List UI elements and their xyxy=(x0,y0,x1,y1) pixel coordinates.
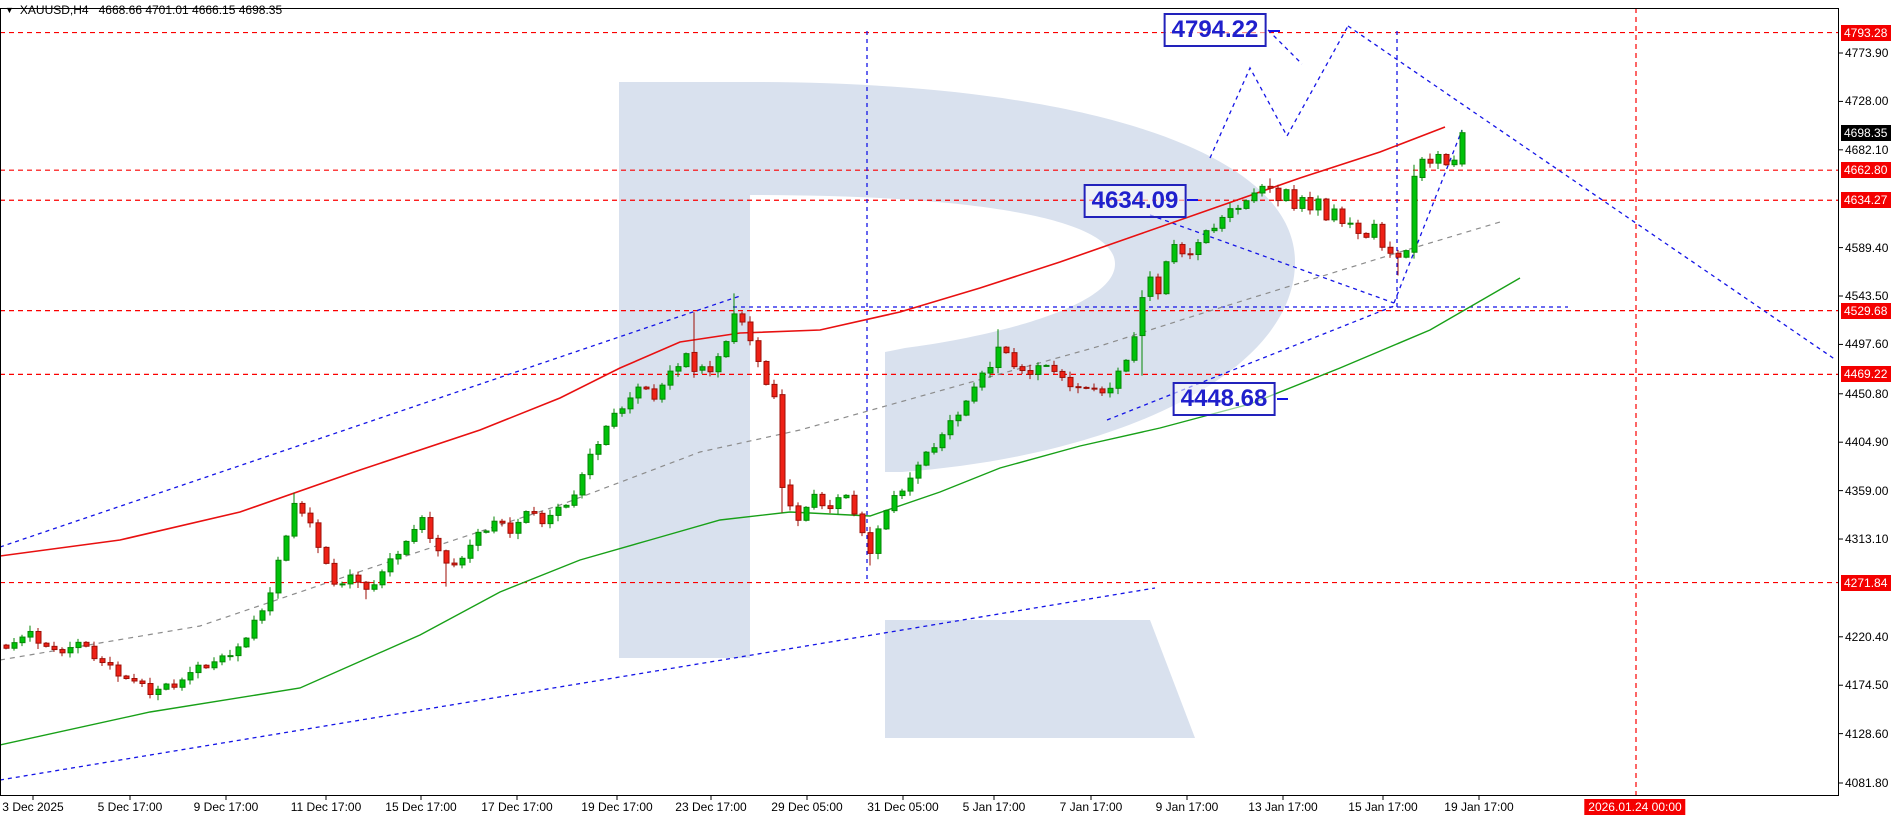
price-tick-label: 4773.90 xyxy=(1845,46,1889,60)
level-price-badge: 4271.84 xyxy=(1841,574,1892,591)
time-tick-label: 15 Dec 17:00 xyxy=(385,800,457,814)
price-annotation-label[interactable]: 4634.09 xyxy=(1083,184,1187,218)
drawing-channel-lower[interactable] xyxy=(0,587,1156,781)
time-tick-label: 9 Jan 17:00 xyxy=(1155,800,1219,814)
axis-tick-marks xyxy=(32,52,1843,800)
time-tick-label: 29 Dec 05:00 xyxy=(771,800,843,814)
price-tick-label: 4543.50 xyxy=(1845,289,1889,303)
moving-averages xyxy=(0,126,1521,746)
time-tick-label: 9 Dec 17:00 xyxy=(193,800,259,814)
price-tick-label: 4359.00 xyxy=(1845,483,1889,498)
drawing-forecast-zigzag[interactable] xyxy=(1209,25,1349,159)
price-annotation-label[interactable]: 4448.68 xyxy=(1172,382,1276,416)
level-price-badge: 4529.68 xyxy=(1841,302,1892,319)
current-price-badge: 4698.35 xyxy=(1841,124,1892,141)
time-tick-label: 17 Dec 17:00 xyxy=(481,800,553,814)
time-tick-label: 19 Dec 17:00 xyxy=(581,800,653,814)
time-tick-label: 7 Jan 17:00 xyxy=(1059,800,1123,814)
price-tick-label: 4497.60 xyxy=(1845,337,1889,352)
price-tick-label: 4313.10 xyxy=(1845,532,1889,546)
time-tick-label: 11 Dec 17:00 xyxy=(290,800,362,814)
time-tick-label: 5 Dec 17:00 xyxy=(97,800,163,814)
candlestick-series xyxy=(3,129,1466,701)
time-tick-label: 3 Dec 2025 xyxy=(2,800,64,814)
price-annotation-label[interactable]: 4794.22 xyxy=(1163,13,1267,47)
level-price-badge: 4662.80 xyxy=(1841,162,1892,179)
price-tick-label: 4450.80 xyxy=(1845,386,1889,401)
time-tick-label: 23 Dec 17:00 xyxy=(675,800,747,814)
drawing-pennant-upper[interactable] xyxy=(1149,214,1395,304)
price-tick-label: 4728.00 xyxy=(1845,94,1889,109)
level-price-badge: 4469.22 xyxy=(1841,366,1892,383)
drawing-channel-upper[interactable] xyxy=(0,295,741,548)
trendline-drawings[interactable] xyxy=(0,25,1837,781)
level-price-badge: 4634.27 xyxy=(1841,192,1892,209)
drawing-forecast-down[interactable] xyxy=(1347,25,1837,361)
red-moving-average xyxy=(0,126,1446,557)
drawing-pennant-lower[interactable] xyxy=(1106,305,1395,421)
chart-frame xyxy=(0,8,1839,796)
price-tick-label: 4404.90 xyxy=(1845,435,1889,450)
horizontal-price-levels xyxy=(0,31,1838,584)
price-tick-label: 4589.40 xyxy=(1845,240,1889,255)
future-date-badge: 2026.01.24 00:00 xyxy=(1584,799,1686,815)
price-tick-label: 4174.50 xyxy=(1845,678,1889,693)
drawing-breakout[interactable] xyxy=(1393,129,1463,304)
symbol-timeframe-label: XAUUSD,H4 xyxy=(19,3,89,17)
price-tick-label: 4081.80 xyxy=(1845,776,1889,790)
chevron-down-icon[interactable]: ▼ xyxy=(5,5,14,15)
time-tick-label: 13 Jan 17:00 xyxy=(1248,800,1318,814)
price-tick-label: 4128.60 xyxy=(1845,726,1889,741)
level-price-badge: 4793.28 xyxy=(1841,24,1892,41)
price-tick-label: 4682.10 xyxy=(1845,142,1889,157)
drawing-box-connector[interactable] xyxy=(1267,29,1303,65)
time-tick-label: 31 Dec 05:00 xyxy=(867,800,939,814)
ohlc-values: 4668.66 4701.01 4666.15 4698.35 xyxy=(98,3,283,17)
price-tick-label: 4220.40 xyxy=(1845,629,1889,644)
symbol-title-bar[interactable]: ▼ XAUUSD,H4 4668.66 4701.01 4666.15 4698.3… xyxy=(5,3,282,17)
time-tick-label: 5 Jan 17:00 xyxy=(962,800,1026,814)
time-tick-label: 15 Jan 17:00 xyxy=(1348,800,1418,814)
time-tick-label: 19 Jan 17:00 xyxy=(1444,800,1514,814)
